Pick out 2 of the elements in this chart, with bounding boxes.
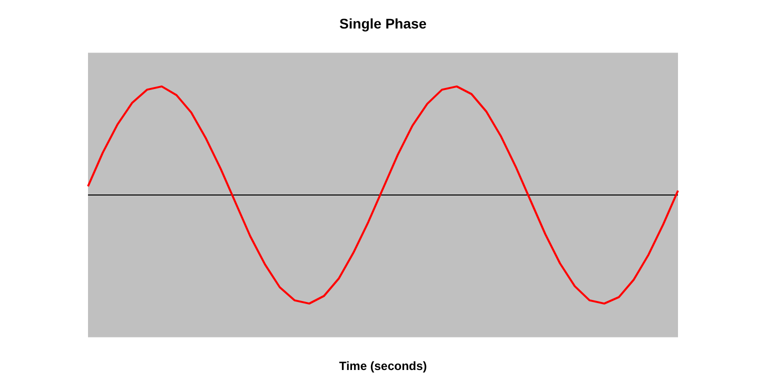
- x-axis-title: Time (seconds): [339, 359, 427, 374]
- chart-title: Single Phase: [339, 15, 427, 32]
